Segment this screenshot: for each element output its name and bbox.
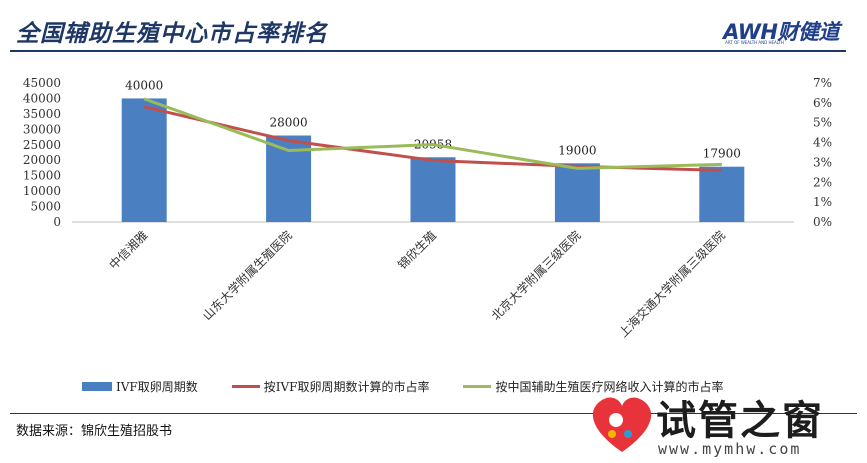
y-left-tick-label: 10000: [23, 184, 61, 198]
bar-data-label: 28000: [270, 116, 308, 130]
revenue-share-line: [143, 97, 722, 170]
data-source: 数据来源：锦欣生殖招股书: [16, 424, 173, 439]
y-right-tick-label: 4%: [813, 136, 832, 150]
legend-label-ivf-share: 按IVF取卵周期数计算的市占率: [263, 380, 430, 394]
bar: [699, 166, 745, 222]
legend-label-revenue-share: 按中国辅助生殖医疗网络收入计算的市占率: [495, 380, 724, 394]
y-right-tick-label: 3%: [813, 155, 832, 169]
x-category-label: 上海交通大学附属三级医院: [615, 228, 727, 340]
brand-name: AWH财健道: [723, 20, 839, 44]
x-category-label: 山东大学附属生殖医院: [199, 228, 294, 323]
x-category-label: 锦欣生殖: [395, 228, 440, 273]
y-left-tick-label: 15000: [23, 169, 61, 183]
y-left-tick-label: 40000: [23, 91, 61, 105]
watermark-logo: [592, 397, 652, 452]
bar: [410, 157, 456, 222]
y-right-tick-label: 5%: [813, 116, 832, 130]
x-category-label: 北京大学附属三级医院: [488, 228, 583, 323]
bar: [554, 163, 600, 222]
chart-legend: IVF取卵周期数 按IVF取卵周期数计算的市占率 按中国辅助生殖医疗网络收入计算…: [82, 378, 757, 395]
y-left-tick-label: 20000: [23, 153, 61, 167]
brand-subtitle: ART OF WEALTH AND HEALTH: [725, 40, 784, 45]
y-left-tick-label: 25000: [23, 138, 61, 152]
legend-swatch-red-line: [231, 385, 260, 388]
title-divider: [10, 50, 846, 52]
watermark-url: www.mymhw.com: [658, 440, 802, 458]
y-right-tick-label: 0%: [813, 215, 832, 229]
source-divider: [10, 413, 857, 414]
legend-swatch-bar: [82, 382, 112, 391]
y-right-tick-label: 2%: [813, 175, 832, 189]
bar-data-label: 40000: [125, 78, 163, 92]
y-left-tick-label: 35000: [23, 107, 61, 121]
bar-data-label: 17900: [703, 147, 741, 161]
y-left-tick-label: 0: [53, 215, 61, 229]
legend-item-bar: IVF取卵周期数: [82, 378, 198, 395]
legend-item-red-line: 按IVF取卵周期数计算的市占率: [231, 378, 430, 395]
legend-item-green-line: 按中国辅助生殖医疗网络收入计算的市占率: [463, 378, 723, 395]
x-category-label: 中信湘雅: [106, 228, 151, 273]
legend-swatch-green-line: [463, 385, 492, 388]
watermark-text: 试管之窗: [656, 398, 824, 444]
y-left-tick-label: 45000: [23, 76, 61, 90]
y-right-tick-label: 7%: [813, 76, 832, 90]
bar-data-label: 19000: [558, 143, 596, 157]
y-left-tick-label: 30000: [23, 122, 61, 136]
brand-logo: AWH财健道 ART OF WEALTH AND HEALTH: [723, 16, 839, 46]
y-right-tick-label: 6%: [813, 96, 832, 110]
heart-icon: [592, 397, 652, 452]
legend-label-ivf-cycles: IVF取卵周期数: [116, 380, 198, 394]
y-left-tick-label: 5000: [30, 200, 61, 214]
bar: [121, 98, 167, 222]
page-title: 全国辅助生殖中心市占率排名: [16, 20, 328, 47]
y-right-tick-label: 1%: [813, 195, 832, 209]
